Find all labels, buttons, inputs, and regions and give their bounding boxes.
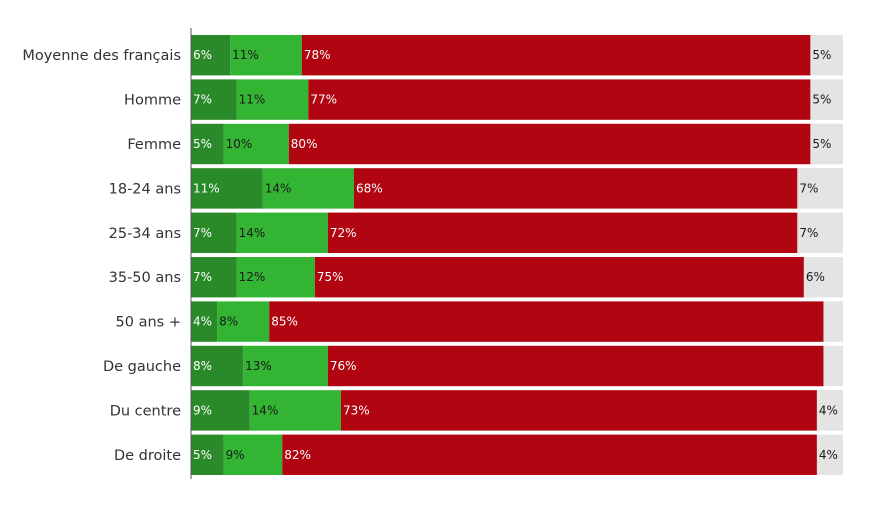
data-label: 10%	[226, 137, 253, 151]
data-label: 78%	[304, 48, 331, 62]
bar-segment	[249, 390, 341, 431]
category-label: Femme	[127, 137, 181, 153]
bar-segment	[191, 168, 263, 209]
data-label: 6%	[193, 48, 212, 62]
bar-segment	[191, 390, 250, 431]
data-label: 4%	[819, 448, 838, 462]
bar-segment	[243, 345, 328, 387]
data-label: 14%	[252, 403, 279, 417]
data-label: 14%	[239, 226, 266, 240]
data-label: 7%	[799, 226, 818, 240]
data-label: 85%	[271, 315, 298, 329]
category-label: 25-34 ans	[109, 226, 181, 242]
bar-segment	[314, 257, 804, 298]
data-label: 11%	[193, 181, 220, 195]
category-label: Du centre	[110, 403, 181, 419]
bar-segment	[816, 390, 843, 431]
bar-segment	[191, 257, 237, 298]
bar-segment	[191, 79, 237, 120]
bar-segment	[797, 168, 843, 209]
bar-segment	[236, 257, 315, 298]
data-label: 77%	[310, 93, 337, 107]
data-label: 80%	[291, 137, 318, 151]
category-label: 18-24 ans	[109, 181, 181, 197]
bar-segment	[803, 257, 843, 298]
bar-segment	[810, 79, 843, 120]
data-label: 6%	[806, 270, 825, 284]
bar-segment	[810, 123, 843, 165]
bar-segment	[191, 212, 237, 253]
category-label: 35-50 ans	[109, 270, 181, 286]
bar-segment	[217, 301, 270, 342]
bar-segment	[327, 212, 798, 253]
category-label: 50 ans +	[116, 315, 181, 331]
bar-segment	[282, 434, 817, 475]
bar-segment	[236, 79, 309, 120]
data-label: 73%	[343, 403, 370, 417]
data-label: 13%	[245, 359, 272, 373]
data-label: 5%	[812, 137, 831, 151]
bar-segment	[191, 123, 224, 165]
data-label: 7%	[193, 93, 212, 107]
bar-segment	[816, 434, 843, 475]
category-label: Homme	[124, 93, 181, 109]
bar-segment	[223, 434, 283, 475]
data-label: 82%	[284, 448, 311, 462]
bar-segment	[797, 212, 843, 253]
data-label: 9%	[193, 403, 212, 417]
data-label: 76%	[330, 359, 357, 373]
data-label: 4%	[193, 315, 212, 329]
bar-segment	[223, 123, 289, 165]
data-label: 8%	[193, 359, 212, 373]
data-label: 11%	[232, 48, 259, 62]
bar-segment	[810, 35, 843, 76]
data-label: 11%	[239, 93, 266, 107]
bar-segment	[191, 434, 224, 475]
bar-segment	[191, 35, 231, 76]
data-label: 12%	[239, 270, 266, 284]
bar-segment	[327, 345, 824, 387]
data-label: 68%	[356, 181, 383, 195]
category-label: De gauche	[103, 359, 181, 375]
data-label: 4%	[819, 403, 838, 417]
data-label: 5%	[812, 93, 831, 107]
bar-segment	[191, 345, 244, 387]
data-label: 7%	[193, 270, 212, 284]
bar-segment	[269, 301, 824, 342]
bar-segment	[354, 168, 798, 209]
data-label: 9%	[226, 448, 245, 462]
data-label: 72%	[330, 226, 357, 240]
data-label: 5%	[812, 48, 831, 62]
data-label: 14%	[265, 181, 292, 195]
data-label: 7%	[193, 226, 212, 240]
category-label: De droite	[114, 448, 181, 464]
bar-segment	[308, 79, 811, 120]
bar-segment	[288, 123, 811, 165]
bar-segment	[262, 168, 354, 209]
data-label: 5%	[193, 448, 212, 462]
bar-segment	[191, 301, 218, 342]
data-label: 5%	[193, 137, 212, 151]
data-label: 8%	[219, 315, 238, 329]
bar-segment	[340, 390, 817, 431]
bar-segment	[230, 35, 302, 76]
data-label: 75%	[317, 270, 344, 284]
category-label: Moyenne des français	[22, 48, 181, 64]
data-label: 7%	[799, 181, 818, 195]
bar-segment	[236, 212, 328, 253]
bar-segment	[301, 35, 811, 76]
